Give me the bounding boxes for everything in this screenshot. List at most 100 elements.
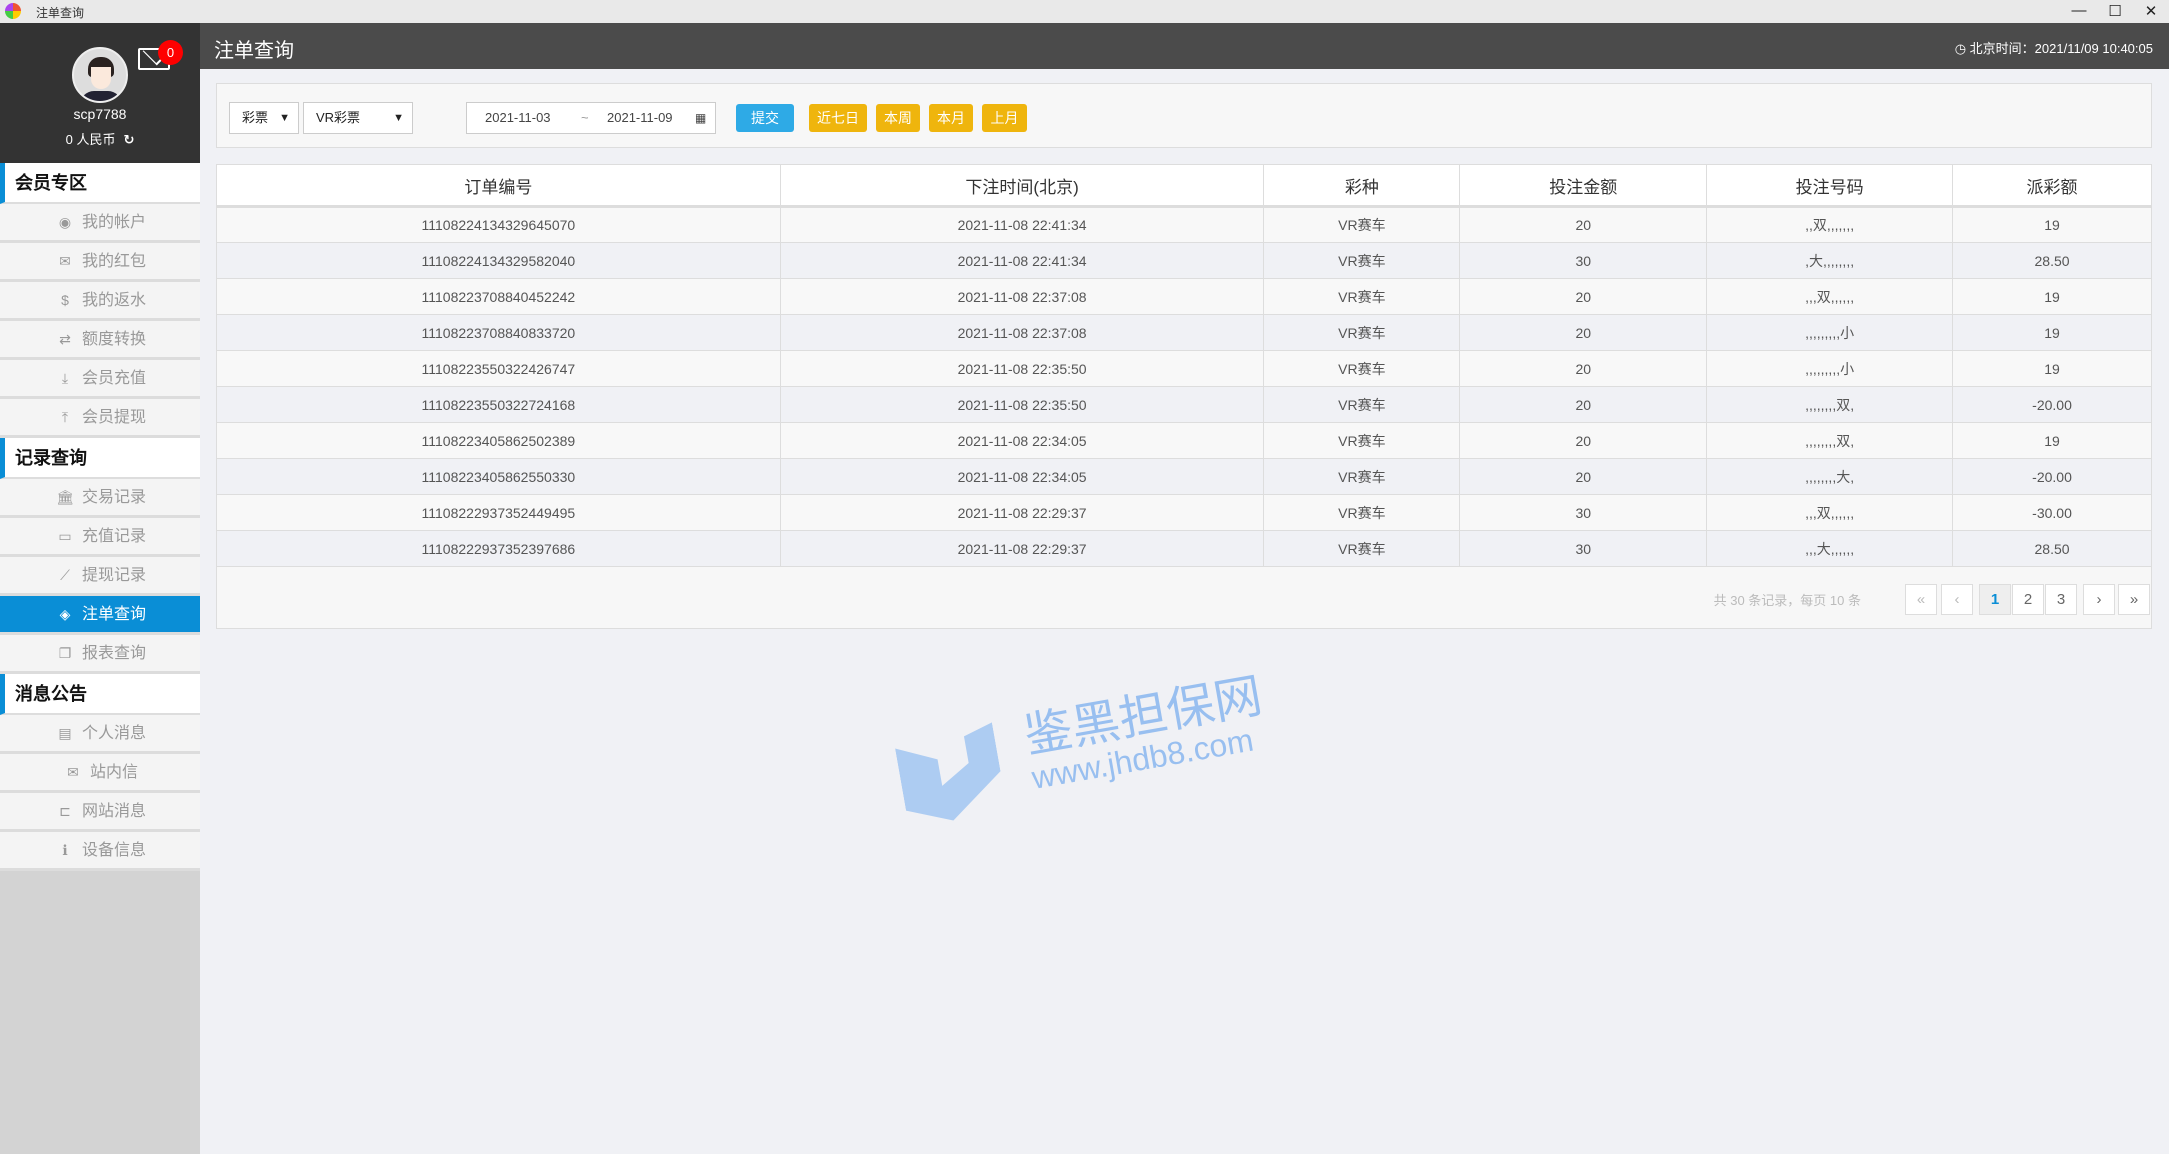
table-cell: ,,,,,,,,双, <box>1706 422 1954 459</box>
date-range-input[interactable]: 2021-11-03 ~ 2021-11-09 ▦ <box>466 102 716 134</box>
sidebar-item[interactable]: 🏛 交易记录 <box>0 479 200 518</box>
table-cell: 2021-11-08 22:34:05 <box>779 422 1265 459</box>
first-page-button[interactable]: « <box>1905 584 1937 615</box>
this-month-button[interactable]: 本月 <box>929 104 973 132</box>
copy-icon: ❐ <box>58 645 72 661</box>
table-cell: ,,双,,,,,,, <box>1706 206 1954 243</box>
sidebar-item[interactable]: ⇄ 额度转换 <box>0 321 200 360</box>
line-chart-icon: ⟋ <box>60 567 70 583</box>
table-cell: 11108223405862502389 <box>216 422 781 459</box>
table-cell: -20.00 <box>1952 386 2152 423</box>
maximize-button[interactable]: ☐ <box>2108 3 2122 20</box>
table-row[interactable]: 11108223708840833720 2021-11-08 22:37:08 V… <box>216 314 2152 351</box>
page-1-button[interactable]: 1 <box>1979 584 2011 615</box>
sidebar-item[interactable]: ⤓ 会员充值 <box>0 360 200 399</box>
table-cell: 2021-11-08 22:37:08 <box>779 314 1265 351</box>
sidebar-item-label: 充值记录 <box>81 528 146 545</box>
table-cell: 2021-11-08 22:35:50 <box>779 386 1265 423</box>
sidebar-item[interactable]: ⟋ 提现记录 <box>0 557 200 596</box>
sidebar-item-label: 我的返水 <box>81 292 146 309</box>
sidebar-menu: 会员专区 ◉ 我的帐户 ✉ 我的红包 $ 我的返水 ⇄ 额度转换 ⤓ 会员充值 ⤒ 会员提现 记录查询 🏛 交… <box>0 163 200 871</box>
watermark-name: 鉴黑担保网 <box>1020 669 1267 764</box>
window-titlebar: 注单查询 — ☐ ✕ <box>0 0 2169 23</box>
page-2-button[interactable]: 2 <box>2012 584 2044 615</box>
last-page-button[interactable]: » <box>2118 584 2150 615</box>
download-icon: ⤓ <box>61 370 69 386</box>
user-panel: 0 scp7788 0 人民币 ↻ <box>0 23 200 163</box>
submit-button[interactable]: 提交 <box>736 104 794 132</box>
table-cell: 30 <box>1459 530 1708 567</box>
sidebar-item-label: 设备信息 <box>81 842 146 859</box>
table-row[interactable]: 11108223550322426747 2021-11-08 22:35:50 V… <box>216 350 2152 387</box>
table-cell: 20 <box>1459 278 1708 315</box>
exchange-icon: ⇄ <box>59 331 71 347</box>
table-cell: 11108223708840833720 <box>216 314 781 351</box>
table-row[interactable]: 11108223405862550330 2021-11-08 22:34:05 V… <box>216 458 2152 495</box>
window-title: 注单查询 <box>36 6 85 20</box>
refresh-icon[interactable]: ↻ <box>123 132 135 147</box>
sidebar-item[interactable]: ℹ 设备信息 <box>0 832 200 871</box>
table-cell: 2021-11-08 22:29:37 <box>779 494 1265 531</box>
table-cell: 11108222937352449495 <box>216 494 781 531</box>
chevron-down-icon: ▼ <box>393 112 404 124</box>
table-row[interactable]: 11108223708840452242 2021-11-08 22:37:08 V… <box>216 278 2152 315</box>
page-3-button[interactable]: 3 <box>2045 584 2077 615</box>
last-month-button[interactable]: 上月 <box>982 104 1027 132</box>
table-cell: ,大,,,,,,,, <box>1706 242 1954 279</box>
column-header[interactable]: 订单编号 <box>216 164 781 208</box>
table-row[interactable]: 11108223405862502389 2021-11-08 22:34:05 V… <box>216 422 2152 459</box>
table-cell: VR赛车 <box>1263 278 1461 315</box>
table-cell: 2021-11-08 22:35:50 <box>779 350 1265 387</box>
sidebar-item-label: 注单查询 <box>81 606 146 623</box>
sidebar-item[interactable]: ◉ 我的帐户 <box>0 204 200 243</box>
sidebar-item[interactable]: ⊏ 网站消息 <box>0 793 200 832</box>
table-cell: 2021-11-08 22:41:34 <box>779 242 1265 279</box>
sidebar-item[interactable]: ❐ 报表查询 <box>0 635 200 674</box>
column-header[interactable]: 投注金额 <box>1459 164 1708 208</box>
sidebar-item[interactable]: $ 我的返水 <box>0 282 200 321</box>
next-page-button[interactable]: › <box>2083 584 2115 615</box>
sidebar-item[interactable]: ◈ 注单查询 <box>0 596 200 635</box>
pagination: 共 30 条记录，每页 10 条 « ‹ 1 2 3 › » <box>216 567 2152 629</box>
table-cell: 20 <box>1459 458 1708 495</box>
table-cell: 11108223708840452242 <box>216 278 781 315</box>
sidebar-item[interactable]: ▭ 充值记录 <box>0 518 200 557</box>
upload-icon: ⤒ <box>61 409 69 425</box>
date-to: 2021-11-09 <box>607 110 673 125</box>
close-button[interactable]: ✕ <box>2144 3 2158 20</box>
table-cell: 11108223405862550330 <box>216 458 781 495</box>
table-cell: VR赛车 <box>1263 386 1461 423</box>
last-7-days-button[interactable]: 近七日 <box>809 104 867 132</box>
sidebar-item-label: 交易记录 <box>81 489 146 506</box>
table-cell: 11108224134329582040 <box>216 242 781 279</box>
column-header[interactable]: 下注时间(北京) <box>779 164 1265 208</box>
sidebar-item[interactable]: ✉ 我的红包 <box>0 243 200 282</box>
table-row[interactable]: 11108222937352397686 2021-11-08 22:29:37 V… <box>216 530 2152 567</box>
sidebar-item[interactable]: ▤ 个人消息 <box>0 715 200 754</box>
column-header[interactable]: 彩种 <box>1263 164 1461 208</box>
table-cell: 19 <box>1952 422 2152 459</box>
table-cell: VR赛车 <box>1263 494 1461 531</box>
table-cell: ,,,双,,,,,, <box>1706 494 1954 531</box>
table-row[interactable]: 11108223550322724168 2021-11-08 22:35:50 V… <box>216 386 2152 423</box>
clock-icon: ◷ <box>1954 41 1970 56</box>
category-select[interactable]: 彩票 ▼ <box>229 102 299 134</box>
sidebar-item[interactable]: ✉ 站内信 <box>0 754 200 793</box>
table-header-row: 订单编号 下注时间(北京) 彩种 投注金额 投注号码 派彩额 <box>216 164 2152 208</box>
this-week-button[interactable]: 本周 <box>876 104 920 132</box>
column-header[interactable]: 派彩额 <box>1952 164 2152 208</box>
minimize-button[interactable]: — <box>2071 2 2087 19</box>
avatar[interactable] <box>72 47 128 103</box>
sidebar-item-label: 我的红包 <box>81 253 146 270</box>
sidebar-item[interactable]: ⤒ 会员提现 <box>0 399 200 438</box>
table-row[interactable]: 1110822413432964507​0 2021-11-08 22:41:34… <box>216 206 2152 243</box>
game-select[interactable]: VR彩票 ▼ <box>303 102 413 134</box>
table-row[interactable]: 11108222937352449495 2021-11-08 22:29:37 V… <box>216 494 2152 531</box>
column-header[interactable]: 投注号码 <box>1706 164 1954 208</box>
watermark-logo-icon <box>893 722 1007 828</box>
table-row[interactable]: 11108224134329582040 2021-11-08 22:41:34 V… <box>216 242 2152 279</box>
sidebar-item-label: 报表查询 <box>81 645 146 662</box>
date-from: 2021-11-03 <box>485 110 551 125</box>
table-cell: 19 <box>1952 206 2152 243</box>
prev-page-button[interactable]: ‹ <box>1941 584 1973 615</box>
